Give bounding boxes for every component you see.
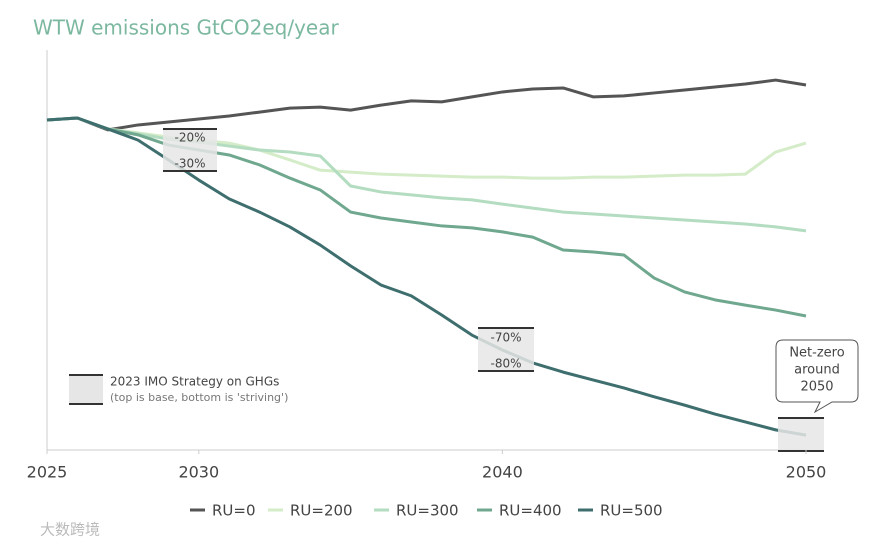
note-text: 2023 IMO Strategy on GHGs (110, 375, 279, 389)
callout: Net-zero around 2050 (775, 339, 859, 414)
imo-box: -70% -80% (478, 327, 534, 372)
watermark: 大数跨境 (40, 521, 100, 539)
x-tick-label: 2050 (786, 463, 827, 482)
x-tick-label: 2025 (27, 463, 68, 482)
box (478, 328, 534, 371)
imo-box: -20% -30% (163, 128, 217, 172)
legend-label: RU=0 (212, 502, 256, 520)
box (778, 418, 824, 451)
imo-box (778, 417, 824, 452)
note-text: (top is base, bottom is 'striving') (110, 391, 288, 404)
callout-text: Net-zero (789, 346, 844, 361)
callout-bubble (775, 339, 859, 414)
x-tick-label: 2040 (482, 463, 523, 482)
callout-text: 2050 (800, 380, 833, 395)
imo-label: -70% (490, 331, 521, 345)
imo-label: -30% (174, 157, 205, 171)
box (163, 129, 217, 171)
box (69, 375, 103, 404)
imo-label: -80% (490, 357, 521, 371)
series-line (46, 78, 807, 132)
legend: RU=0 RU=200 RU=300 RU=400 RU=500 (190, 502, 663, 520)
imo-label: -20% (174, 131, 205, 145)
legend-label: RU=400 (499, 502, 562, 520)
callout-text: around (794, 363, 840, 378)
series-line (46, 116, 807, 318)
chart-title: WTW emissions GtCO2eq/year (33, 16, 339, 40)
legend-note: 2023 IMO Strategy on GHGs (top is base, … (69, 374, 288, 405)
series-line (46, 116, 807, 180)
legend-label: RU=500 (600, 502, 663, 520)
x-tick-label: 2030 (178, 463, 219, 482)
legend-label: RU=200 (290, 502, 353, 520)
legend-label: RU=300 (396, 502, 459, 520)
